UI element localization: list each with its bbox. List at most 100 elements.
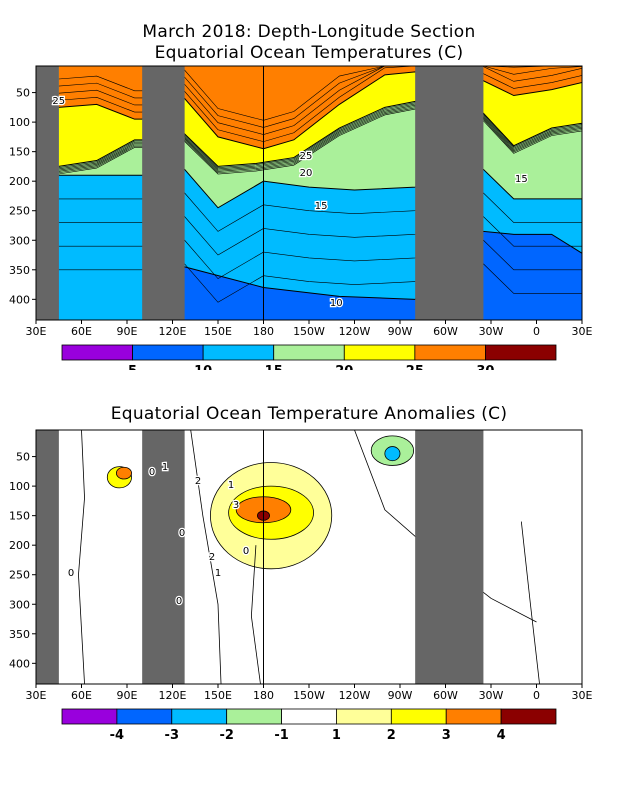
anom-y-tick-label: 150 [9, 510, 30, 523]
anom-land-mask [36, 430, 59, 684]
anom-y-tick-label: 300 [9, 598, 30, 611]
temp-x-tick-label: 60W [433, 325, 458, 338]
temp-colorbar-swatch [202, 344, 275, 361]
anom-land-mask [142, 430, 185, 684]
anomaly-contour-label: 0 [176, 596, 182, 607]
anomaly-contour-label: 0 [68, 568, 74, 579]
anom-x-tick-label: 150W [293, 689, 325, 702]
anomaly-contour-label: 0 [149, 467, 155, 478]
anomaly-chart-title: Equatorial Ocean Temperature Anomalies (… [110, 404, 508, 424]
temp-x-tick-label: 180 [253, 325, 274, 338]
anom-colorbar-label: -4 [110, 728, 124, 743]
anom-land-mask [590, 430, 618, 684]
temp-contour-label: 15 [315, 201, 328, 212]
anom-colorbar-label: 3 [442, 728, 451, 743]
anom-colorbar-swatch [445, 708, 502, 725]
anomaly-contour-label: 1 [228, 480, 234, 491]
temp-colorbar-label: 25 [406, 364, 424, 370]
anomaly-contour-label: 0 [179, 528, 185, 539]
page-title-line1: March 2018: Depth-Longitude Section [142, 22, 476, 42]
anom-y-tick-label: 350 [9, 628, 30, 641]
anom-colorbar-label: -1 [274, 728, 288, 743]
temp-colorbar-label: 5 [128, 364, 137, 370]
temp-land-mask [36, 66, 59, 320]
anom-y-tick-label: 400 [9, 657, 30, 670]
anom-y-tick-label: 50 [16, 451, 30, 464]
anom-y-tick-label: 200 [9, 539, 30, 552]
anomaly-contour-label: 1 [162, 462, 168, 473]
anom-colorbar-label: 1 [332, 728, 341, 743]
page-title-line2: Equatorial Ocean Temperatures (C) [154, 43, 464, 63]
anom-colorbar-swatch [171, 708, 228, 725]
anom-x-tick-label: 120W [339, 689, 371, 702]
isotherm-minor-line [58, 103, 582, 170]
anom-x-tick-label: 0 [533, 689, 540, 702]
temp-y-tick-label: 350 [9, 264, 30, 277]
anomaly-contour-label: 3 [233, 500, 239, 511]
anom-colorbar-swatch [116, 708, 173, 725]
temp-y-tick-label: 150 [9, 146, 30, 159]
isotherm-minor-line [58, 104, 582, 171]
temp-colorbar-swatch [132, 344, 204, 361]
isotherm-minor-line [58, 66, 582, 135]
anom-colorbar-label: -3 [165, 728, 179, 743]
anom-y-tick-label: 250 [9, 569, 30, 582]
anom-colorbar-label: -2 [219, 728, 233, 743]
temp-x-tick-label: 90E [117, 325, 138, 338]
anom-x-tick-label: 150E [204, 689, 232, 702]
anomaly-zero-contour [250, 545, 261, 684]
anom-x-tick-label: 60W [433, 689, 458, 702]
anom-x-tick-label: 180 [253, 689, 274, 702]
anom-x-tick-label: 120E [159, 689, 187, 702]
temp-colorbar-swatch [343, 344, 416, 361]
temp-band-25-30 [58, 66, 582, 149]
temp-x-tick-label: 0 [533, 325, 540, 338]
temp-colorbar-label: 30 [476, 364, 494, 370]
temp-contour-label: 25 [52, 96, 65, 107]
temp-y-tick-label: 50 [16, 87, 30, 100]
temp-contour-label: 25 [300, 151, 313, 162]
temp-x-tick-label: 120E [159, 325, 187, 338]
anomaly-contour-label: 1 [215, 568, 221, 579]
isotherm-minor-line [58, 102, 582, 168]
temp-x-tick-label: 60E [71, 325, 92, 338]
anomaly-zero-contour [520, 521, 540, 684]
temp-land-mask [142, 66, 185, 320]
anom-colorbar-swatch [61, 708, 118, 725]
temp-x-tick-label: 30E [572, 325, 593, 338]
anom-colorbar-swatch [390, 708, 447, 725]
temp-y-tick-label: 300 [9, 234, 30, 247]
temp-x-tick-label: 150W [293, 325, 325, 338]
plot-area [36, 66, 618, 320]
temp-land-mask [415, 66, 484, 320]
anom-x-tick-label: 60E [71, 689, 92, 702]
anom-land-mask [415, 430, 484, 684]
temp-y-tick-label: 200 [9, 175, 30, 188]
temp-contour-label: 20 [300, 168, 313, 179]
plot-area [36, 430, 618, 684]
temp-land-mask [590, 66, 618, 320]
temp-colorbar-swatch [414, 344, 486, 361]
temp-y-tick-label: 100 [9, 116, 30, 129]
anom-colorbar-label: 2 [387, 728, 396, 743]
isotherm-minor-line [58, 107, 582, 174]
anomaly-zero-contour [190, 430, 222, 684]
anom-x-tick-label: 30E [572, 689, 593, 702]
temp-contour-label: 10 [330, 298, 343, 309]
temp-colorbar-label: 15 [265, 364, 283, 370]
anom-colorbar-label: 4 [497, 728, 506, 743]
isotherm-minor-line [58, 108, 582, 175]
anomaly-region [115, 466, 132, 480]
temp-contour-label: 15 [515, 174, 528, 185]
isotherm-20-line [58, 100, 582, 167]
anom-colorbar-swatch [336, 708, 392, 725]
temp-y-tick-label: 250 [9, 205, 30, 218]
anomaly-contour-label: 0 [243, 546, 249, 557]
temp-x-tick-label: 90W [388, 325, 413, 338]
anom-x-tick-label: 90E [117, 689, 138, 702]
temp-y-tick-label: 400 [9, 293, 30, 306]
anom-colorbar-swatch [226, 708, 282, 725]
anomaly-contour-label: 2 [195, 476, 201, 487]
anomaly-zero-contour [78, 430, 85, 684]
